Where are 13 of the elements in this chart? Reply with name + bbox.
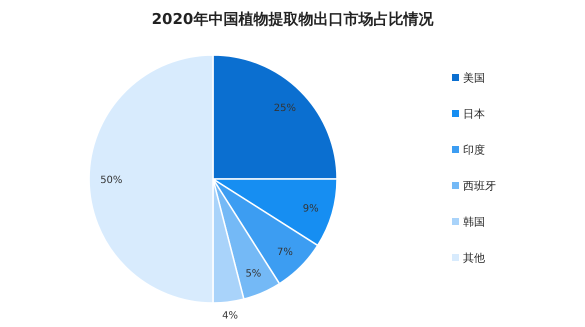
legend-label: 日本 [463,108,485,120]
legend-label: 韩国 [463,216,485,228]
data-label: 9% [302,203,319,214]
data-label: 4% [222,310,238,322]
legend-label: 其他 [463,252,485,264]
legend-label: 西班牙 [463,180,496,192]
data-label: 25% [274,103,296,114]
data-label: 7% [276,246,293,258]
data-label: 50% [100,175,122,186]
data-label: 5% [245,268,262,280]
legend-label: 印度 [463,144,485,156]
chart-title: 2020年中国植物提取物出口市场占比情况 [152,10,434,28]
legend-label: 美国 [463,72,485,84]
